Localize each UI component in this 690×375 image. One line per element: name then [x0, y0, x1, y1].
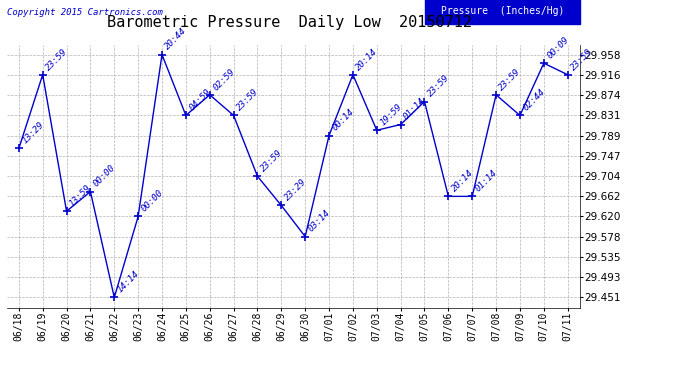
Text: 00:00: 00:00: [92, 164, 117, 189]
Text: 13:29: 13:29: [20, 120, 46, 146]
Text: 20:44: 20:44: [164, 26, 189, 52]
Text: 00:14: 00:14: [331, 107, 356, 133]
Text: 23:59: 23:59: [44, 46, 70, 72]
Text: 23:59: 23:59: [569, 46, 594, 72]
Text: Pressure  (Inches/Hg): Pressure (Inches/Hg): [441, 6, 564, 16]
Text: 13:59: 13:59: [68, 183, 93, 209]
Text: Barometric Pressure  Daily Low  20150712: Barometric Pressure Daily Low 20150712: [108, 15, 472, 30]
Text: 20:14: 20:14: [354, 46, 380, 72]
Text: 00:00: 00:00: [139, 188, 165, 214]
Text: 00:09: 00:09: [545, 35, 571, 60]
Text: 02:44: 02:44: [522, 87, 546, 112]
Text: Copyright 2015 Cartronics.com: Copyright 2015 Cartronics.com: [7, 8, 163, 17]
Text: 23:59: 23:59: [426, 74, 451, 99]
Text: 23:29: 23:29: [283, 177, 308, 203]
Text: 19:59: 19:59: [378, 102, 404, 128]
Text: 01:14: 01:14: [402, 96, 427, 122]
FancyBboxPatch shape: [425, 0, 580, 24]
Text: 20:14: 20:14: [450, 168, 475, 194]
Text: 23:59: 23:59: [497, 67, 523, 92]
Text: 14:14: 14:14: [116, 269, 141, 295]
Text: 04:59: 04:59: [187, 87, 213, 112]
Text: 23:59: 23:59: [259, 148, 284, 174]
Text: 02:59: 02:59: [211, 67, 237, 92]
Text: 23:59: 23:59: [235, 87, 260, 112]
Text: 03:14: 03:14: [306, 209, 332, 234]
Text: 01:14: 01:14: [473, 168, 499, 194]
